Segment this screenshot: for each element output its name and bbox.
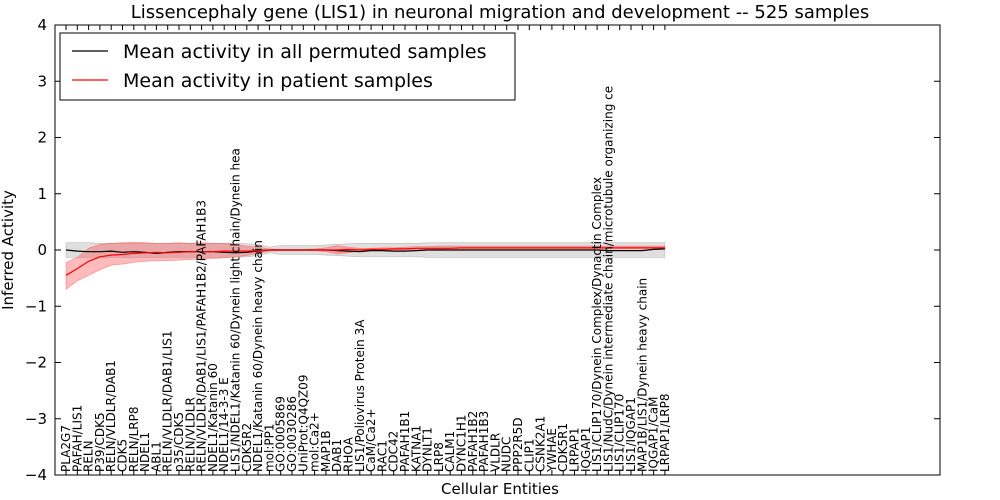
x-tick-label: MAP1B/LIS1/Dynein heavy chain <box>635 278 649 472</box>
x-tick-label: PAFAH1B1 <box>398 411 412 472</box>
x-tick-label: p35/CDK5 <box>172 412 186 472</box>
legend-label-permuted: Mean activity in all permuted samples <box>123 41 486 63</box>
y-tick-label: −2 <box>25 354 47 372</box>
x-tick-label: LRPAP1 <box>568 427 582 472</box>
x-tick-label: RELN/VLDLR <box>183 397 197 472</box>
x-tick-label: NDEL1/14-3-3 E <box>217 377 231 472</box>
x-tick-label: DAB1 <box>330 439 344 472</box>
x-tick-label: NDEL1/Katanin 60 <box>206 363 220 472</box>
legend-label-patient: Mean activity in patient samples <box>123 70 433 92</box>
y-tick-label: −1 <box>25 297 47 315</box>
legend: Mean activity in all permuted samples Me… <box>59 32 516 101</box>
x-tick-label: LRPAP1/LRP8 <box>658 393 672 472</box>
x-tick-label: LIS1/CLIP170/Dynein Complex/Dynactin Com… <box>590 177 604 472</box>
x-tick-label: RELN/VLDLR/DAB1/LIS1 <box>161 331 175 472</box>
y-tick-label: 4 <box>37 16 47 34</box>
legend-box <box>59 32 516 101</box>
x-tick-label: CDC42 <box>387 431 401 472</box>
y-tick-label: 2 <box>37 129 47 147</box>
x-tick-label: DYNC1H1 <box>455 414 469 472</box>
y-axis-label: Inferred Activity <box>0 190 17 310</box>
x-tick-label: NDEL1 <box>138 432 152 472</box>
x-tick-label: PAFAH/LIS1 <box>70 405 84 472</box>
plot-area <box>65 241 666 291</box>
x-tick-label: CALM1 <box>443 431 457 472</box>
x-tick-label: CDK5R2 <box>240 423 254 472</box>
x-tick-label: CDK5R1 <box>556 423 570 472</box>
x-tick-label: LRP8 <box>432 442 446 472</box>
y-axis: −4 −3 −2 −1 0 1 2 3 4 <box>25 16 940 484</box>
series-line-patient <box>65 247 665 276</box>
x-tick-label: LIS1/IQGAP1 <box>624 397 638 472</box>
x-axis-label: Cellular Entities <box>441 480 559 498</box>
x-tick-label: mol:Ca2+ <box>308 412 322 472</box>
y-tick-label: 3 <box>37 72 47 90</box>
x-tick-label: RELN/VLDLR/DAB1 <box>104 360 118 472</box>
chart-title: Lissencephaly gene (LIS1) in neuronal mi… <box>131 2 870 23</box>
y-tick-label: −3 <box>25 410 47 428</box>
x-tick-label: GO:0030286 <box>285 396 299 472</box>
x-tick-label: RELN <box>82 440 96 472</box>
x-tick-label: UniProt:Q4QZ09 <box>296 374 310 472</box>
x-tick-label: ABL1 <box>149 441 163 472</box>
x-tick-label: LIS1/CLIP170 <box>613 394 627 472</box>
x-axis: PLA2G7PAFAH/LIS1RELNP39/CDK5RELN/VLDLR/D… <box>59 25 672 475</box>
x-tick-label: DYNLT1 <box>421 427 435 472</box>
x-tick-label: PPP2R5D <box>511 417 525 472</box>
x-tick-label: VLDLR <box>488 433 502 472</box>
y-tick-label: 1 <box>37 185 47 203</box>
x-tick-label: KATNA1 <box>409 425 423 472</box>
x-tick-label: LIS1/Poliovirus Protein 3A <box>353 319 367 472</box>
series-lines <box>65 247 665 276</box>
x-tick-label: RELN/LRP8 <box>127 406 141 472</box>
x-tick-label: YWHAE <box>545 428 559 473</box>
x-tick-label: NDEL1/Katanin 60/Dynein heavy chain <box>251 240 265 472</box>
x-tick-label: CSNK2A1 <box>534 416 548 472</box>
x-tick-label: PLA2G7 <box>59 425 73 472</box>
x-tick-label: CDK5 <box>116 439 130 472</box>
x-tick-label: RAC1 <box>375 440 389 472</box>
x-tick-label: NUDC <box>500 437 514 472</box>
x-tick-label: CLIP1 <box>522 439 536 472</box>
x-tick-label: LIS1/NDEL1/Katanin 60/Dynein light chain… <box>229 148 243 472</box>
x-tick-label: PAFAH1B3 <box>477 411 491 472</box>
x-tick-label: IQGAP1/CaM <box>647 397 661 473</box>
x-tick-label: LIS1/NudC/Dynein intermediate chain/micr… <box>601 86 615 472</box>
x-tick-label: PAFAH1B2 <box>466 411 480 472</box>
x-tick-label: mol:PP1 <box>262 423 276 472</box>
x-tick-label: CaM/Ca2+ <box>364 408 378 472</box>
x-tick-label: P39/CDK5 <box>93 412 107 472</box>
x-tick-label: MAP1B <box>319 430 333 472</box>
x-tick-label: GO:0005869 <box>274 396 288 472</box>
x-tick-label: RHOA <box>342 436 356 472</box>
y-tick-label: −4 <box>25 466 47 484</box>
x-tick-label: RELN/VLDLR/DAB1/LIS1/PAFAH1B2/PAFAH1B3 <box>195 200 209 472</box>
y-tick-label: 0 <box>37 241 47 259</box>
x-tick-label: IQGAP1 <box>579 427 593 472</box>
